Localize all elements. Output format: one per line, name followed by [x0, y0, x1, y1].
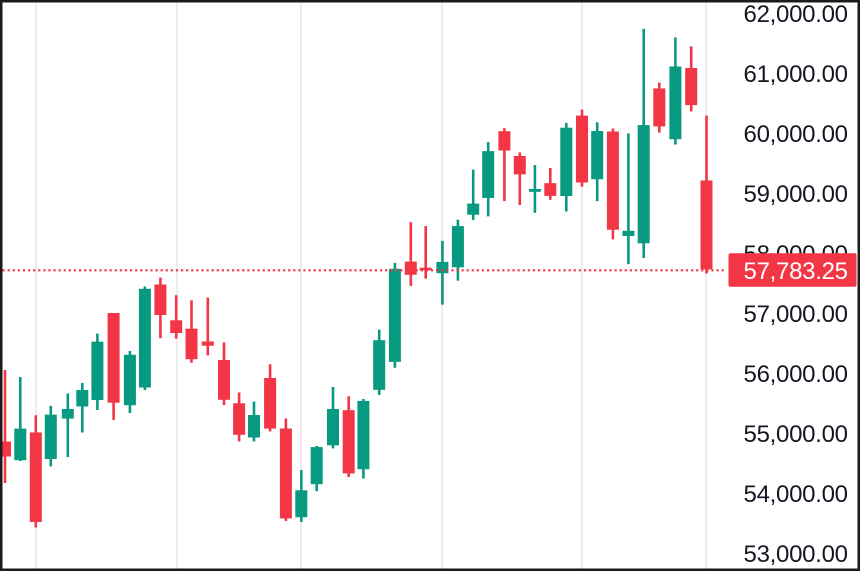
svg-text:59,000.00: 59,000.00 [744, 181, 849, 208]
svg-text:53,000.00: 53,000.00 [744, 541, 849, 568]
svg-text:55,000.00: 55,000.00 [744, 421, 849, 448]
svg-text:62,000.00: 62,000.00 [744, 1, 849, 28]
svg-text:57,000.00: 57,000.00 [744, 301, 849, 328]
svg-text:54,000.00: 54,000.00 [744, 481, 849, 508]
svg-text:60,000.00: 60,000.00 [744, 121, 849, 148]
svg-text:61,000.00: 61,000.00 [744, 61, 849, 88]
svg-text:56,000.00: 56,000.00 [744, 361, 849, 388]
svg-text:57,783.25: 57,783.25 [744, 258, 849, 285]
